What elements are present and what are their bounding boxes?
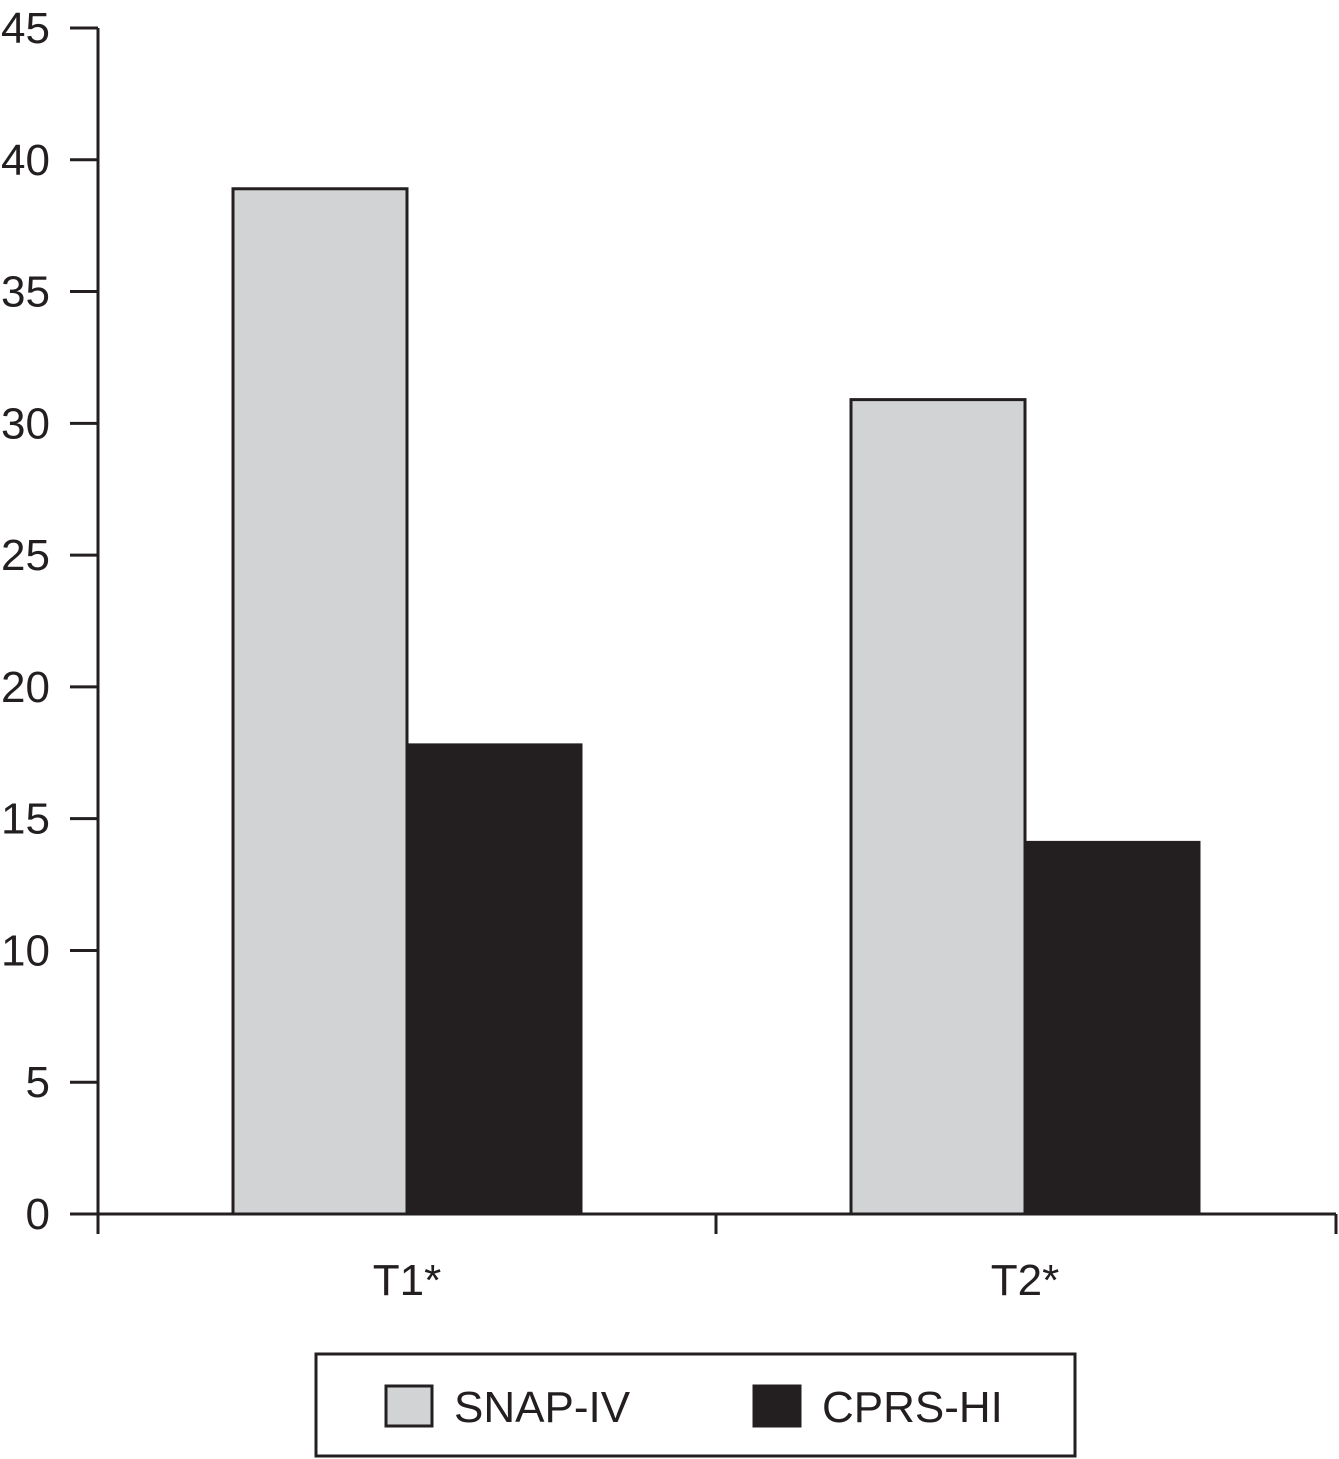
category-label: T2* [991,1256,1059,1305]
category-label: T1* [373,1256,441,1305]
legend-swatch [752,1384,802,1428]
legend-label: SNAP-IV [454,1383,631,1432]
y-tick-label: 45 [1,4,50,53]
x-axis [96,1212,1338,1234]
bar-snap-iv-0 [231,187,409,1216]
bar-cprs-hi-1 [1023,840,1201,1216]
legend: SNAP-IV CPRS-HI [314,1352,1077,1458]
legend-label: CPRS-HI [822,1383,1003,1432]
y-tick-label: 40 [1,136,50,185]
y-tick-label: 5 [26,1058,50,1107]
y-tick-label: 15 [1,795,50,844]
bar-cprs-hi-0 [405,743,583,1216]
bars [231,187,1201,1216]
bar-snap-iv-1 [849,398,1027,1216]
y-tick-label: 0 [26,1190,50,1239]
y-tick-label: 20 [1,663,50,712]
legend-box [314,1352,1077,1458]
y-tick-label: 35 [1,268,50,317]
y-tick-label: 10 [1,926,50,975]
y-tick-label: 30 [1,399,50,448]
legend-swatch [384,1384,434,1428]
y-tick-label: 25 [1,531,50,580]
category-labels: T1* T2* [373,1256,1059,1305]
y-axis: 0 5 10 15 20 25 30 35 40 45 [1,4,100,1239]
